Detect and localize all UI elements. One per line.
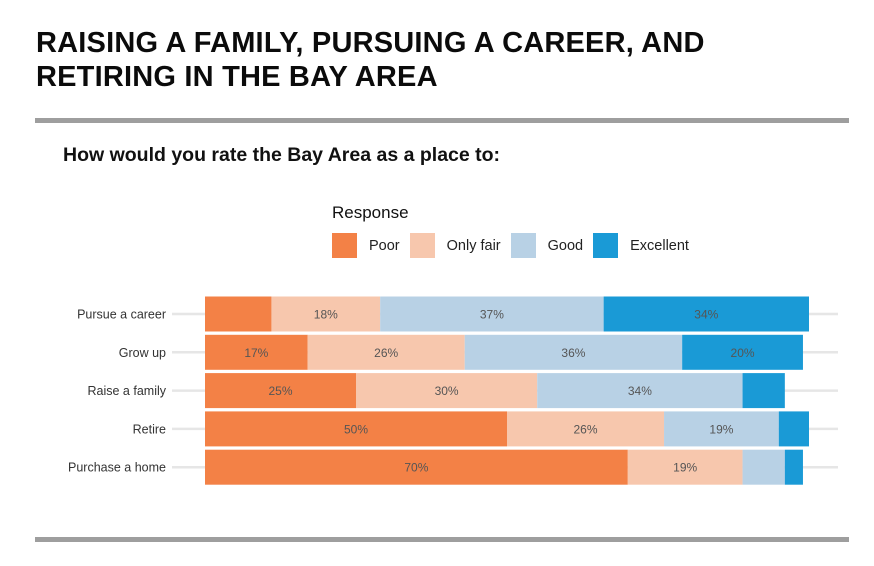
bar-raise-a-family-good [537, 373, 743, 409]
bar-retire-good [664, 411, 779, 447]
bar-retire-excellent [778, 411, 809, 447]
legend-swatch-poor [332, 233, 357, 258]
data-label-grow-up-poor: 17% [244, 346, 268, 360]
data-label-retire-only-fair: 26% [574, 422, 598, 436]
bar-purchase-a-home-only-fair [627, 449, 743, 485]
legend-item-only-fair: Only fair [409, 233, 501, 258]
data-label-raise-a-family-only-fair: 30% [435, 384, 459, 398]
data-label-pursue-a-career-only-fair: 18% [314, 308, 338, 322]
data-label-grow-up-good: 36% [561, 346, 585, 360]
y-tick-label-raise-a-family: Raise a family [88, 384, 167, 398]
bar-pursue-a-career-poor [205, 296, 272, 332]
data-label-purchase-a-home-only-fair: 19% [673, 461, 697, 475]
top-divider [35, 118, 849, 123]
bar-retire-only-fair [507, 411, 665, 447]
y-tick-label-pursue-a-career: Pursue a career [77, 308, 166, 322]
y-tick-label-grow-up: Grow up [119, 346, 166, 360]
bar-raise-a-family-poor [205, 373, 356, 409]
bar-purchase-a-home-poor [205, 449, 628, 485]
legend-label-poor: Poor [369, 237, 400, 254]
data-label-raise-a-family-good: 34% [628, 384, 652, 398]
page-title: RAISING A FAMILY, PURSUING A CAREER, AND… [36, 26, 836, 94]
data-label-pursue-a-career-excellent: 34% [694, 308, 718, 322]
bar-pursue-a-career-excellent [603, 296, 809, 332]
bar-pursue-a-career-good [380, 296, 604, 332]
legend-items: Poor Only fair Good Excellent [332, 233, 699, 258]
legend-swatch-good [510, 233, 536, 258]
legend-swatch-only-fair [409, 233, 435, 258]
bar-grow-up-poor [205, 334, 308, 370]
bar-purchase-a-home-good [742, 449, 785, 485]
data-label-grow-up-excellent: 20% [731, 346, 755, 360]
data-label-grow-up-only-fair: 26% [374, 346, 398, 360]
legend-swatch-excellent [593, 233, 619, 258]
y-tick-label-purchase-a-home: Purchase a home [68, 461, 166, 475]
bar-purchase-a-home-excellent [784, 449, 803, 485]
legend-label-only-fair: Only fair [446, 237, 501, 254]
bar-raise-a-family-only-fair [356, 373, 538, 409]
bar-pursue-a-career-only-fair [271, 296, 381, 332]
y-tick-label-retire: Retire [133, 422, 166, 436]
legend-label-good: Good [547, 237, 584, 254]
bar-grow-up-only-fair [307, 334, 465, 370]
data-label-retire-good: 19% [709, 422, 733, 436]
bar-grow-up-good [464, 334, 683, 370]
page-title-line-2: RETIRING IN THE BAY AREA [36, 61, 438, 93]
bar-grow-up-excellent [682, 334, 803, 370]
data-label-raise-a-family-poor: 25% [268, 384, 292, 398]
data-label-purchase-a-home-poor: 70% [404, 461, 428, 475]
legend-item-good: Good [510, 233, 584, 258]
legend-item-poor: Poor [332, 233, 400, 258]
legend-title: Response [332, 203, 409, 222]
page-title-line-1: RAISING A FAMILY, PURSUING A CAREER, AND [36, 27, 705, 59]
bottom-divider [35, 537, 849, 542]
legend-item-excellent: Excellent [593, 233, 689, 258]
chart-subtitle: How would you rate the Bay Area as a pla… [63, 144, 501, 166]
data-label-pursue-a-career-good: 37% [480, 308, 504, 322]
chart-legend: Response Poor Only fair Good Excellent [332, 203, 699, 258]
data-label-retire-poor: 50% [344, 422, 368, 436]
bar-retire-poor [205, 411, 507, 447]
legend-label-excellent: Excellent [630, 237, 689, 254]
bar-raise-a-family-excellent [742, 373, 785, 409]
